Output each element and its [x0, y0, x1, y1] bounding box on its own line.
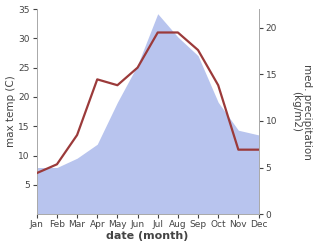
- Y-axis label: max temp (C): max temp (C): [5, 76, 16, 147]
- X-axis label: date (month): date (month): [107, 231, 189, 242]
- Y-axis label: med. precipitation
(kg/m2): med. precipitation (kg/m2): [291, 64, 313, 160]
